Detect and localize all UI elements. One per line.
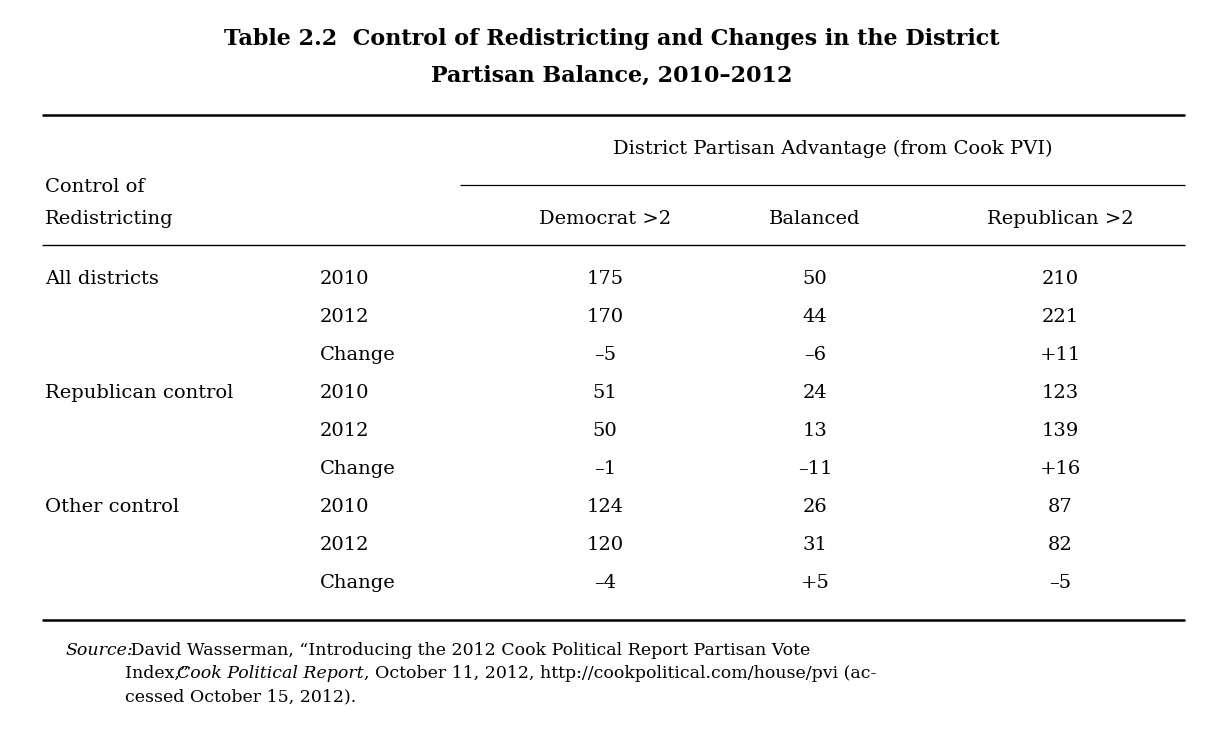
Text: 2012: 2012: [320, 308, 369, 326]
Text: 139: 139: [1041, 422, 1079, 440]
Text: –5: –5: [594, 346, 616, 364]
Text: 50: 50: [802, 270, 828, 288]
Text: 51: 51: [593, 384, 618, 402]
Text: Change: Change: [320, 460, 396, 478]
Text: Republican >2: Republican >2: [987, 210, 1134, 228]
Text: Index,”: Index,”: [125, 665, 194, 682]
Text: –6: –6: [804, 346, 826, 364]
Text: –1: –1: [594, 460, 616, 478]
Text: 44: 44: [802, 308, 828, 326]
Text: 26: 26: [802, 498, 828, 516]
Text: 175: 175: [587, 270, 624, 288]
Text: 124: 124: [587, 498, 624, 516]
Text: , October 11, 2012, http://cookpolitical.com/house/pvi (ac-: , October 11, 2012, http://cookpolitical…: [364, 665, 877, 682]
Text: 170: 170: [587, 308, 624, 326]
Text: Control of: Control of: [45, 178, 144, 196]
Text: 2010: 2010: [320, 270, 369, 288]
Text: Partisan Balance, 2010–2012: Partisan Balance, 2010–2012: [432, 65, 793, 87]
Text: 2012: 2012: [320, 536, 369, 554]
Text: All districts: All districts: [45, 270, 159, 288]
Text: Change: Change: [320, 574, 396, 592]
Text: 221: 221: [1042, 308, 1079, 326]
Text: 50: 50: [593, 422, 618, 440]
Text: Cook Political Report: Cook Political Report: [177, 665, 363, 682]
Text: 120: 120: [587, 536, 624, 554]
Text: Balanced: Balanced: [769, 210, 861, 228]
Text: Table 2.2  Control of Redistricting and Changes in the District: Table 2.2 Control of Redistricting and C…: [224, 28, 999, 50]
Text: 13: 13: [802, 422, 828, 440]
Text: –11: –11: [797, 460, 832, 478]
Text: 2012: 2012: [320, 422, 369, 440]
Text: +11: +11: [1040, 346, 1081, 364]
Text: cessed October 15, 2012).: cessed October 15, 2012).: [125, 688, 356, 705]
Text: +16: +16: [1040, 460, 1081, 478]
Text: David Wasserman, “Introducing the 2012 Cook Political Report Partisan Vote: David Wasserman, “Introducing the 2012 C…: [125, 642, 811, 659]
Text: +5: +5: [801, 574, 829, 592]
Text: Other control: Other control: [45, 498, 179, 516]
Text: Change: Change: [320, 346, 396, 364]
Text: Democrat >2: Democrat >2: [539, 210, 671, 228]
Text: 24: 24: [802, 384, 828, 402]
Text: Redistricting: Redistricting: [45, 210, 174, 228]
Text: Republican control: Republican control: [45, 384, 234, 402]
Text: 87: 87: [1048, 498, 1073, 516]
Text: Source:: Source:: [65, 642, 133, 659]
Text: 123: 123: [1041, 384, 1079, 402]
Text: –5: –5: [1049, 574, 1071, 592]
Text: 31: 31: [802, 536, 828, 554]
Text: 2010: 2010: [320, 498, 369, 516]
Text: 210: 210: [1042, 270, 1079, 288]
Text: 2010: 2010: [320, 384, 369, 402]
Text: District Partisan Advantage (from Cook PVI): District Partisan Advantage (from Cook P…: [613, 140, 1052, 158]
Text: 82: 82: [1048, 536, 1073, 554]
Text: –4: –4: [594, 574, 616, 592]
